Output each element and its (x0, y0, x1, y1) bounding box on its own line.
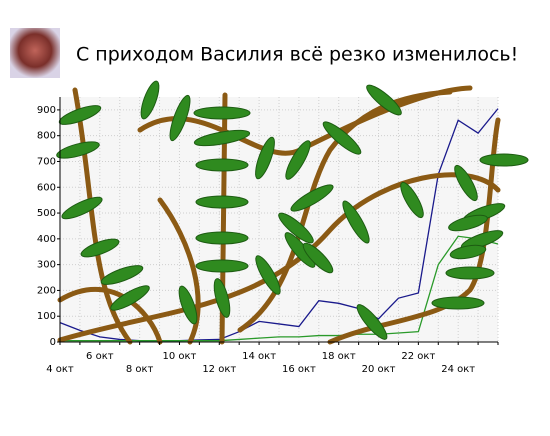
leaf (178, 285, 198, 325)
leaf (193, 129, 251, 147)
y-tick-label: 0 (50, 337, 56, 348)
leaf (290, 184, 334, 212)
leaf (342, 200, 370, 244)
leaf (80, 238, 120, 258)
leaf (449, 244, 487, 260)
leaf (255, 255, 281, 295)
vine (72, 87, 133, 345)
x-tick-label: 16 окт (282, 364, 316, 375)
axes (57, 97, 499, 345)
leaf (255, 136, 275, 180)
leaf (213, 278, 231, 318)
y-tick-label: 500 (37, 208, 56, 219)
leaf (195, 259, 249, 273)
x-tick-label: 14 окт (242, 351, 276, 362)
leaf (278, 212, 314, 244)
leaf (58, 105, 102, 125)
leaf (56, 141, 100, 159)
leaf (193, 106, 251, 120)
y-tick-label: 900 (37, 105, 56, 116)
x-tick-label: 8 окт (126, 364, 154, 375)
leaf (454, 164, 478, 202)
leaf (100, 265, 144, 285)
x-tick-label: 20 окт (362, 364, 396, 375)
leaf (61, 196, 103, 220)
leaf (140, 80, 160, 120)
leaf (285, 140, 311, 180)
leaf (302, 242, 334, 274)
y-tick-label: 600 (37, 182, 56, 193)
line-series (60, 235, 499, 342)
leaf (448, 214, 488, 232)
leaf (479, 153, 529, 167)
leaf (400, 181, 424, 219)
vine (157, 197, 201, 345)
x-tick-label: 12 окт (202, 364, 236, 375)
leaf (195, 231, 249, 245)
leaf (356, 304, 388, 340)
x-tick-label: 24 окт (441, 364, 475, 375)
chart-title: С приходом Василия всё резко изменилось! (76, 44, 518, 66)
x-tick-label: 6 окт (86, 351, 114, 362)
leaf (322, 121, 362, 155)
vines (56, 80, 529, 345)
x-tick-label: 18 окт (322, 351, 356, 362)
vine (57, 172, 501, 343)
leaf (195, 158, 249, 172)
leaf (366, 84, 402, 116)
avatar (10, 28, 60, 78)
x-tick-label: 10 окт (163, 351, 197, 362)
x-tick-label: 4 окт (46, 364, 74, 375)
y-tick-label: 800 (37, 131, 56, 142)
leaf (445, 266, 495, 280)
leaf (195, 195, 249, 209)
y-tick-label: 100 (37, 311, 56, 322)
leaf (431, 296, 485, 310)
leaf (169, 94, 191, 142)
x-tick-label: 22 окт (401, 351, 435, 362)
y-tick-label: 200 (37, 285, 56, 296)
leaf (110, 285, 150, 311)
y-tick-label: 300 (37, 260, 56, 271)
y-tick-label: 700 (37, 156, 56, 167)
series (59, 108, 499, 342)
y-tick-label: 400 (37, 234, 56, 245)
